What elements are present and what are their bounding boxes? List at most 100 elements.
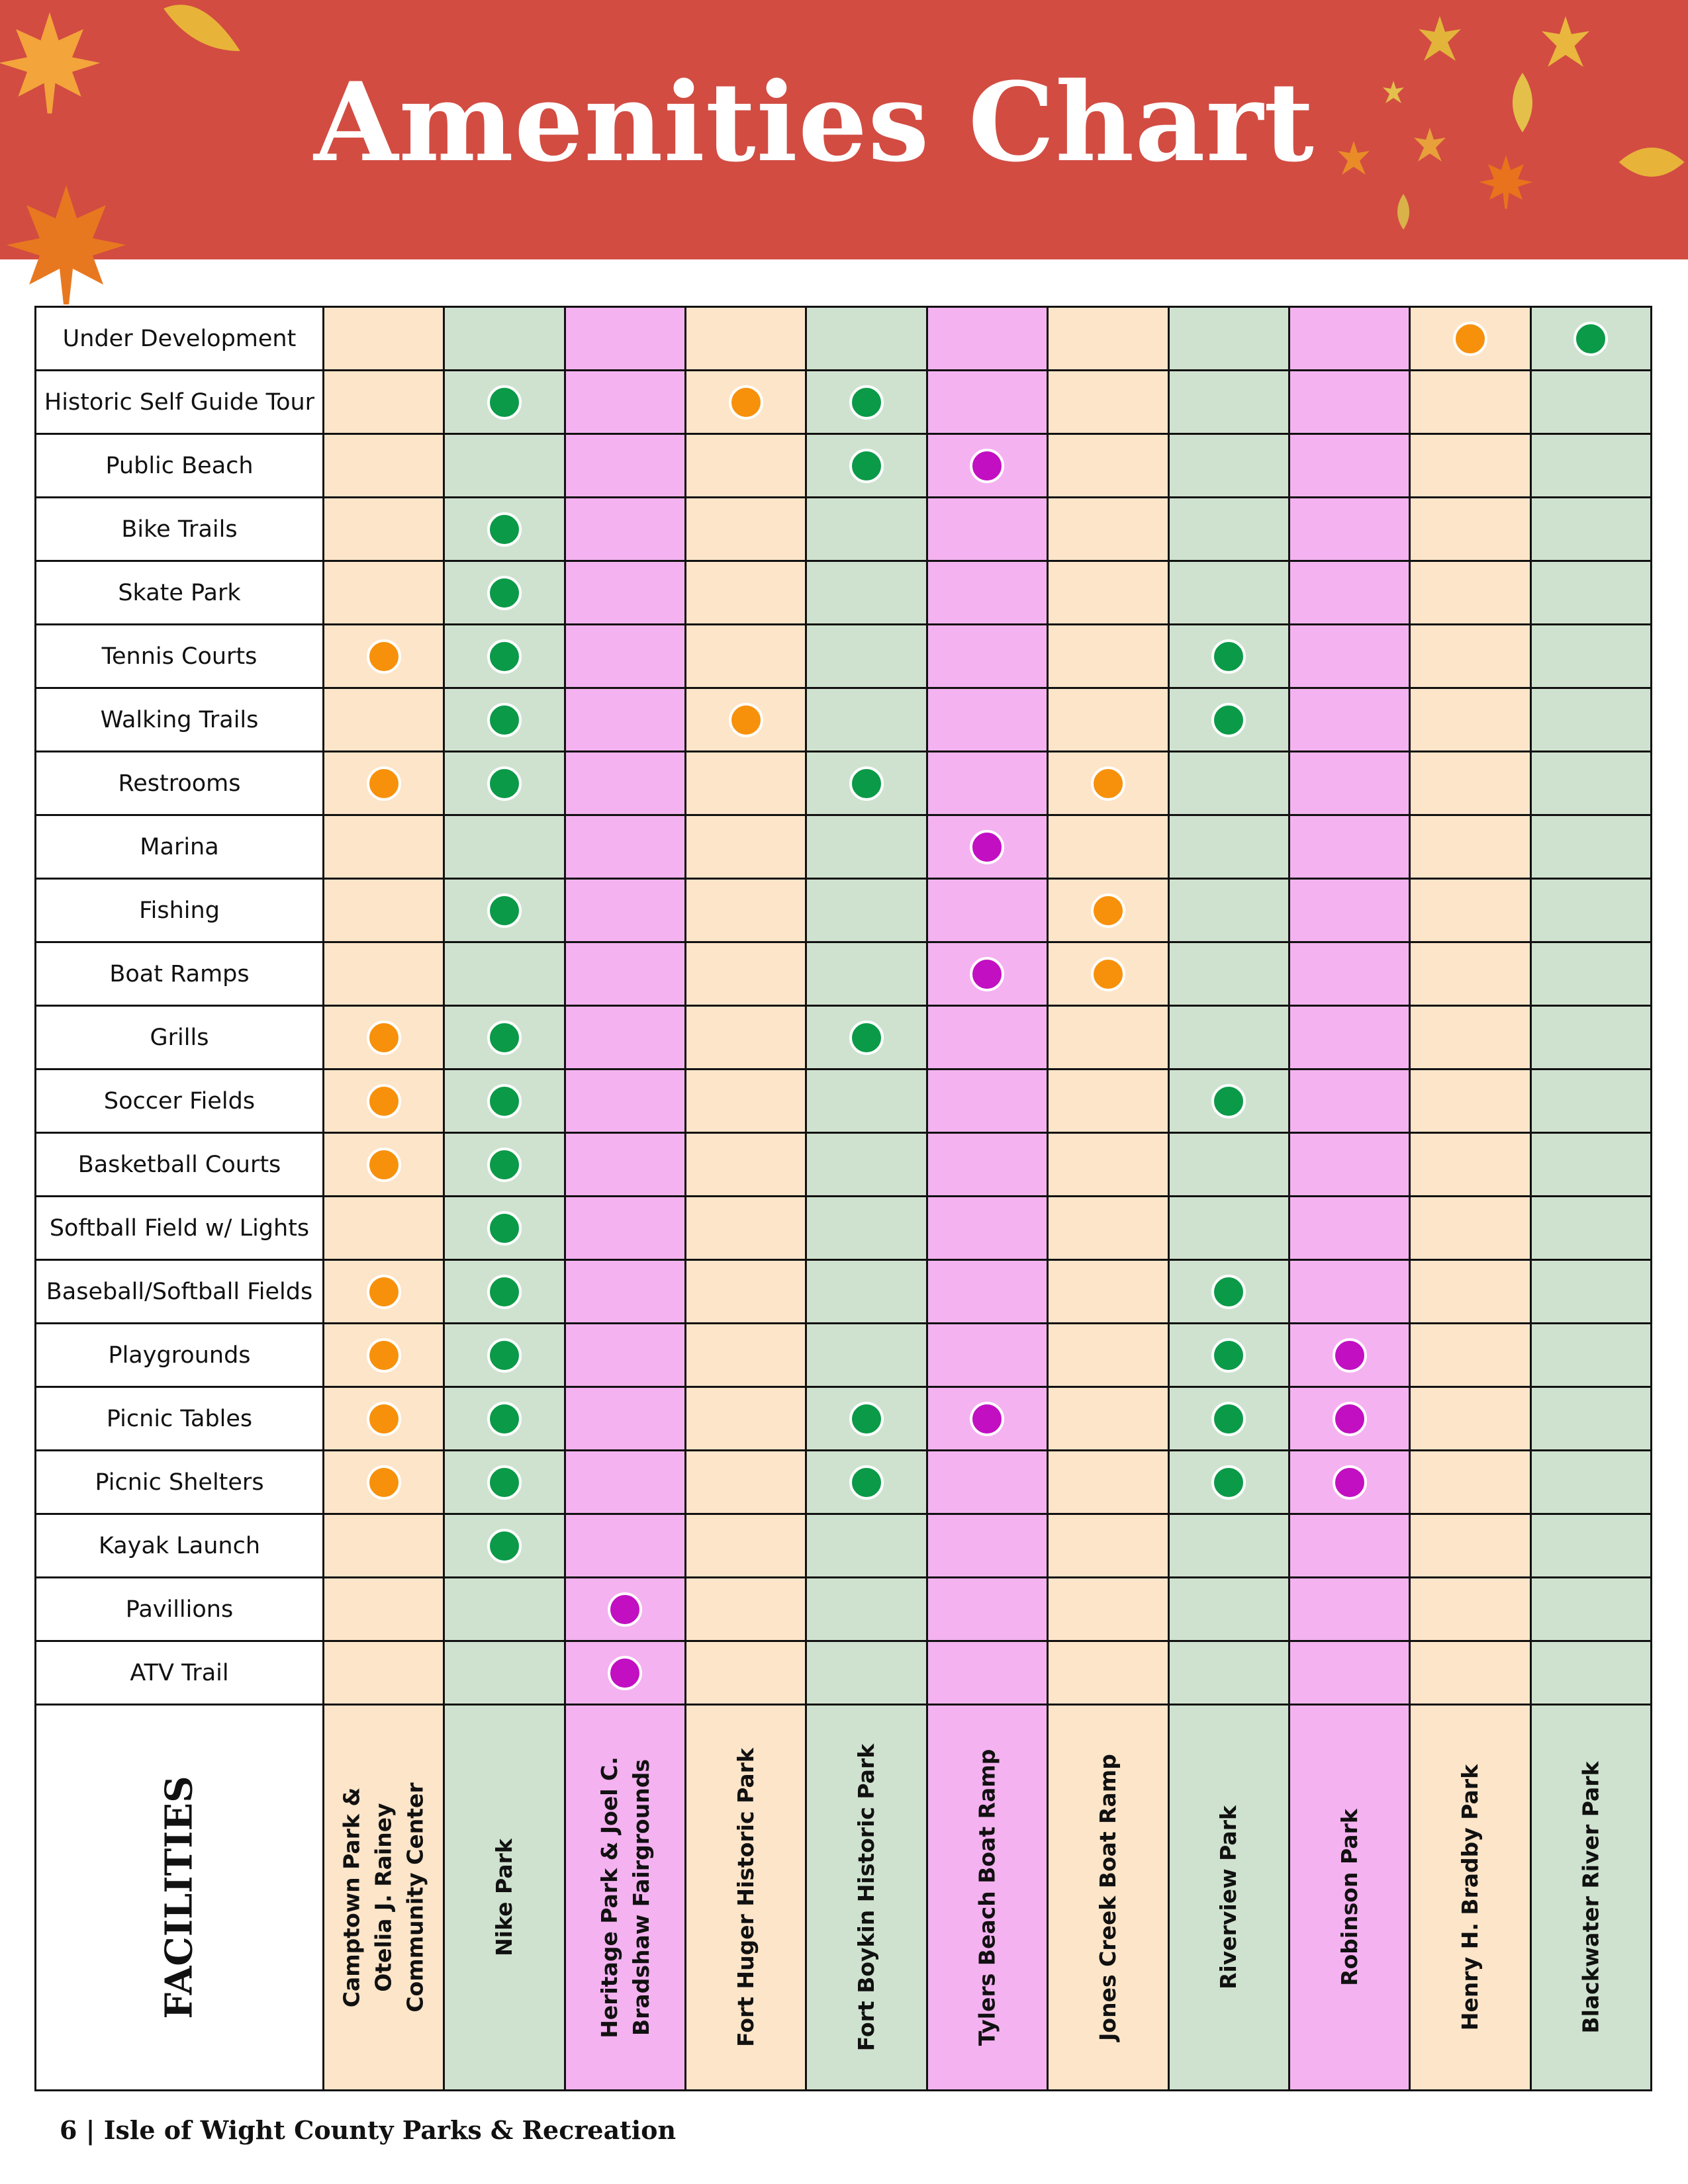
table-cell [686,625,806,687]
table-cell [1049,625,1168,687]
available-dot-icon [487,702,522,737]
available-dot-icon [1332,1338,1367,1373]
table-cell [807,816,926,878]
available-dot-icon [487,1274,522,1309]
amenity-label: Baseball/Softball Fields [36,1261,322,1322]
table-cell [927,816,1047,878]
table-cell [445,1261,564,1322]
available-dot-icon [487,1528,522,1563]
table-cell [1169,1261,1288,1322]
table-cell [1049,1451,1168,1513]
available-dot-icon [487,1465,522,1500]
facilities-header: FACILITIES [36,1706,322,2089]
amenity-label: Bike Trails [36,498,322,560]
available-dot-icon [366,766,401,801]
table-cell [1169,1578,1288,1640]
table-cell [1169,371,1288,433]
table-cell [324,943,444,1005]
available-dot-icon [1211,1083,1246,1118]
table-cell [324,880,444,941]
park-name: Jones Creek Boat Ramp [1094,1754,1121,2041]
table-cell [324,1578,444,1640]
park-name: Nike Park [491,1839,518,1956]
table-cell [1531,816,1650,878]
available-dot-icon [1211,1338,1246,1373]
table-cell [1289,880,1409,941]
table-cell [445,498,564,560]
table-cell [565,1070,685,1132]
table-cell [445,1578,564,1640]
table-cell [324,1070,444,1132]
available-dot-icon [366,1465,401,1500]
available-dot-icon [1332,1465,1367,1500]
table-cell [807,752,926,814]
park-header: Robinson Park [1289,1706,1409,2089]
table-cell [686,1134,806,1195]
leaf-icon [1618,148,1685,177]
table-cell [445,308,564,369]
table-cell [565,880,685,941]
leaf-icon [164,5,240,52]
table-cell [324,308,444,369]
table-cell [686,498,806,560]
table-cell [324,1324,444,1386]
table-cell [927,1261,1047,1322]
table-cell [686,1642,806,1704]
available-dot-icon [970,829,1005,864]
table-cell [445,689,564,751]
table-cell [1411,1515,1530,1576]
amenity-label: ATV Trail [36,1642,322,1704]
table-cell [1289,1197,1409,1259]
table-cell [1531,1197,1650,1259]
table-cell [324,1134,444,1195]
table-cell [927,1515,1047,1576]
park-header: Nike Park [445,1706,564,2089]
table-cell [1049,943,1168,1005]
available-dot-icon [487,639,522,674]
header-banner: Amenities Chart [0,0,1688,304]
table-cell [324,1197,444,1259]
amenity-label: Picnic Shelters [36,1451,322,1513]
table-cell [565,625,685,687]
table-cell [1411,880,1530,941]
park-header: Fort Boykin Historic Park [807,1706,926,2089]
table-cell [1049,1261,1168,1322]
table-cell [1049,1642,1168,1704]
table-cell [807,371,926,433]
available-dot-icon [608,1592,643,1627]
table-cell [927,943,1047,1005]
table-cell [445,880,564,941]
table-cell [1049,371,1168,433]
table-cell [1289,1578,1409,1640]
table-cell [1169,1388,1288,1449]
available-dot-icon [366,1020,401,1055]
table-cell [807,1388,926,1449]
available-dot-icon [487,1210,522,1246]
available-dot-icon [1573,321,1609,356]
table-cell [565,1451,685,1513]
table-cell [445,1515,564,1576]
table-cell [807,308,926,369]
leaf-icon [1419,16,1461,61]
available-dot-icon [1211,702,1246,737]
available-dot-icon [849,1020,884,1055]
table-cell [1531,1451,1650,1513]
table-cell [1531,1388,1650,1449]
table-cell [1531,1134,1650,1195]
table-cell [686,1578,806,1640]
table-cell [1169,1070,1288,1132]
table-cell [686,1261,806,1322]
table-cell [1411,498,1530,560]
table-cell [324,1642,444,1704]
table-cell [1411,816,1530,878]
park-name: Heritage Park & Joel C. Bradshaw Fairgrou… [596,1756,654,2038]
table-cell [445,943,564,1005]
table-cell [1411,689,1530,751]
page-title: Amenities Chart [314,58,1315,186]
table-cell [927,498,1047,560]
table-cell [1169,1197,1288,1259]
table-cell [1411,371,1530,433]
park-header: Jones Creek Boat Ramp [1049,1706,1168,2089]
table-cell [1411,1578,1530,1640]
table-cell [445,1642,564,1704]
